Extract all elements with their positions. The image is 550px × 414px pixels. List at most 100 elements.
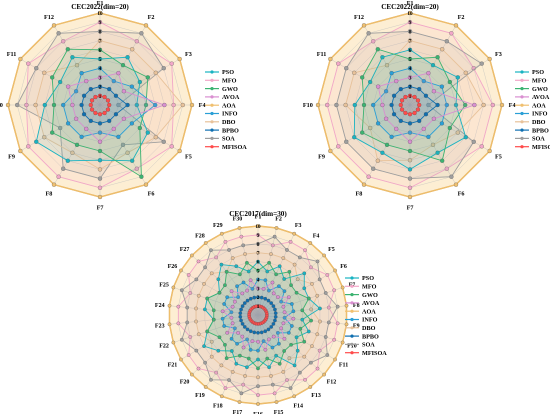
data-point [256, 295, 260, 300]
data-point [229, 315, 234, 320]
grid-spoke [173, 287, 259, 316]
data-point [282, 277, 287, 281]
data-point [116, 134, 121, 140]
data-point [58, 79, 63, 85]
data-point [421, 78, 426, 84]
data-point [415, 98, 421, 103]
data-point [426, 134, 431, 140]
data-point [309, 318, 313, 323]
data-point [256, 384, 260, 389]
data-point [435, 150, 440, 155]
data-point [423, 93, 429, 98]
data-point [185, 305, 190, 310]
data-point [237, 226, 242, 230]
legend-marker [520, 70, 524, 74]
data-point [97, 29, 103, 34]
axis-label: F6 [458, 191, 465, 198]
axis-label: F26 [168, 264, 178, 270]
data-point [33, 102, 38, 108]
data-point [194, 277, 199, 282]
data-point [447, 79, 452, 85]
data-point [79, 134, 84, 140]
data-point [143, 102, 149, 108]
data-point [298, 370, 302, 375]
data-point [179, 337, 184, 342]
data-point [18, 56, 23, 62]
data-point [302, 286, 307, 291]
data-point [277, 264, 282, 269]
axis-label: F27 [180, 247, 190, 253]
radial-tick-label: 2 [99, 85, 102, 91]
data-point [121, 89, 127, 94]
axis-label: F28 [195, 233, 205, 239]
data-point [471, 139, 476, 144]
data-point [230, 304, 235, 309]
data-point [447, 125, 452, 131]
data-point [366, 31, 371, 36]
chart-title: CEC2022(dim=20) [381, 3, 439, 11]
data-point [463, 70, 468, 75]
radial-tick-label: 1 [99, 94, 102, 100]
data-point [302, 271, 307, 276]
legend-label: MFO [222, 78, 237, 85]
data-point [360, 130, 365, 135]
data-point [294, 290, 299, 295]
data-point [241, 243, 246, 248]
data-point [288, 239, 293, 244]
data-point [219, 394, 224, 399]
data-point [153, 102, 158, 108]
data-point [211, 317, 216, 322]
data-point [97, 176, 103, 181]
radial-tick-label: 6 [99, 48, 102, 54]
data-point [407, 56, 413, 62]
data-point [281, 256, 286, 260]
data-point [229, 336, 234, 341]
data-point [97, 75, 103, 80]
data-point [97, 66, 103, 71]
data-point [217, 335, 222, 340]
radial-tick-label: 7 [409, 39, 412, 45]
axis-label: F1 [97, 0, 104, 7]
axis-label: F14 [293, 403, 303, 409]
data-point [291, 316, 296, 321]
legend-marker [210, 95, 214, 99]
data-point [368, 79, 373, 85]
data-point [250, 339, 255, 343]
radar-chart-1: 1 2 3 4 5 6 7 8 9 10 F1 F2 F3 F4 F5 F6 F7 F8 F9 F10 F11 F12 CE… [0, 0, 247, 211]
data-point [309, 360, 313, 365]
data-point [74, 63, 80, 68]
data-point [223, 386, 228, 391]
data-point [134, 166, 139, 171]
data-point [375, 47, 380, 52]
data-point [130, 47, 135, 52]
data-point [61, 39, 66, 44]
radial-tick-label: 7 [257, 251, 260, 257]
data-point [318, 306, 322, 311]
data-point [426, 102, 431, 108]
data-point [275, 331, 280, 335]
radial-tick-label: 4 [99, 66, 102, 72]
data-point [269, 252, 273, 256]
data-point [256, 357, 260, 362]
data-point [179, 357, 183, 362]
data-point [384, 63, 390, 68]
data-point [137, 79, 142, 85]
data-point [224, 356, 229, 361]
legend-marker [520, 103, 524, 107]
data-point [51, 102, 57, 108]
radial-tick-label: 6 [257, 260, 260, 266]
data-point [227, 248, 231, 252]
data-point [234, 264, 239, 269]
data-point [194, 319, 198, 324]
data-point [407, 167, 413, 172]
radial-tick-label: 2 [257, 295, 260, 301]
data-point [196, 366, 201, 371]
data-point [487, 56, 492, 62]
legend-label: AOA [362, 308, 376, 315]
data-point [490, 102, 495, 108]
data-point [203, 307, 207, 312]
data-point [318, 319, 322, 324]
data-point [229, 310, 234, 315]
data-point [70, 102, 75, 108]
